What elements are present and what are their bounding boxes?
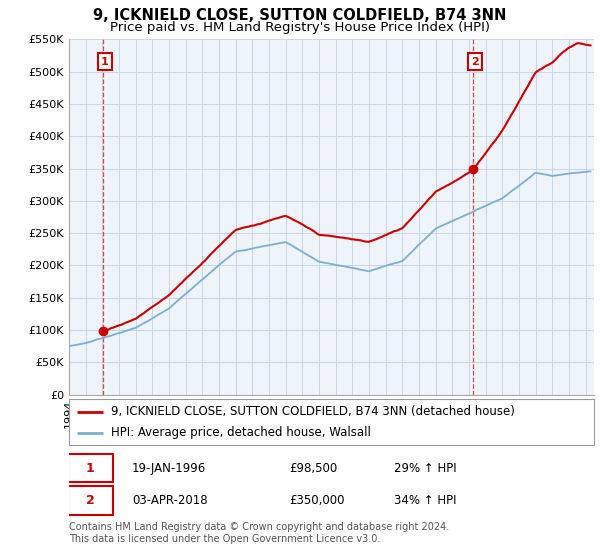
Text: HPI: Average price, detached house, Walsall: HPI: Average price, detached house, Wals… — [111, 426, 371, 439]
Text: Contains HM Land Registry data © Crown copyright and database right 2024.
This d: Contains HM Land Registry data © Crown c… — [69, 522, 449, 544]
Text: 03-APR-2018: 03-APR-2018 — [132, 494, 208, 507]
Text: 34% ↑ HPI: 34% ↑ HPI — [395, 494, 457, 507]
FancyBboxPatch shape — [68, 454, 113, 482]
Text: 1: 1 — [101, 57, 109, 67]
Text: £98,500: £98,500 — [290, 462, 338, 475]
Text: 2: 2 — [471, 57, 479, 67]
Text: 2: 2 — [86, 494, 94, 507]
Text: Price paid vs. HM Land Registry's House Price Index (HPI): Price paid vs. HM Land Registry's House … — [110, 21, 490, 34]
Text: 29% ↑ HPI: 29% ↑ HPI — [395, 462, 457, 475]
Text: 19-JAN-1996: 19-JAN-1996 — [132, 462, 206, 475]
Text: 1: 1 — [86, 462, 94, 475]
Text: 9, ICKNIELD CLOSE, SUTTON COLDFIELD, B74 3NN (detached house): 9, ICKNIELD CLOSE, SUTTON COLDFIELD, B74… — [111, 405, 515, 418]
Text: 9, ICKNIELD CLOSE, SUTTON COLDFIELD, B74 3NN: 9, ICKNIELD CLOSE, SUTTON COLDFIELD, B74… — [94, 8, 506, 24]
Text: £350,000: £350,000 — [290, 494, 345, 507]
FancyBboxPatch shape — [68, 487, 113, 515]
